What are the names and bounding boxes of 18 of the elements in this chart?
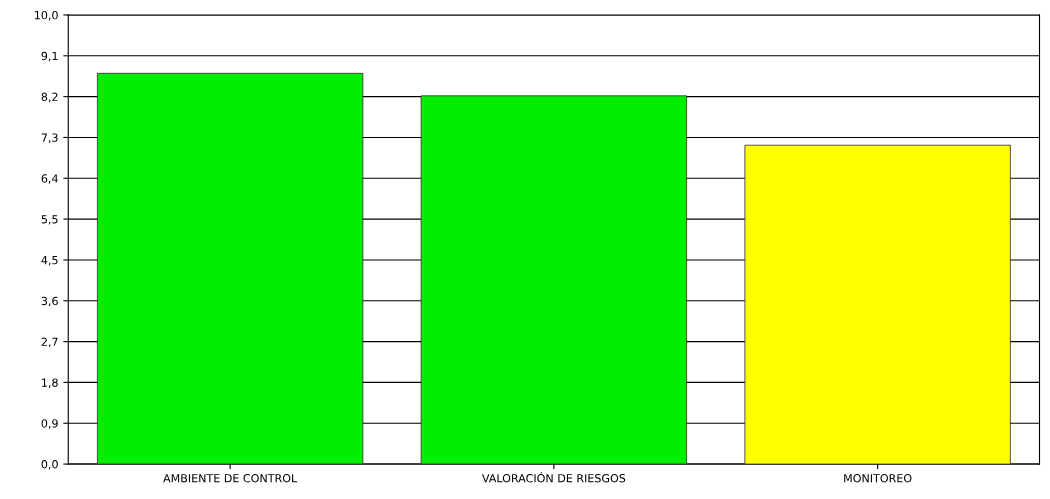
- bar: [744, 144, 1011, 465]
- y-tick-label: 3,6: [41, 296, 58, 307]
- bar: [420, 95, 688, 465]
- y-tick-label: 0,9: [41, 419, 58, 429]
- y-tick-label: 8,2: [41, 92, 58, 103]
- y-tick-label: 0,0: [41, 460, 58, 470]
- y-tick-label: 2,7: [41, 337, 58, 348]
- bar: [96, 72, 364, 465]
- x-tick-label: VALORACIÓN DE RIESGOS: [482, 471, 626, 483]
- y-tick-label: 9,1: [41, 51, 58, 62]
- x-tick-label: MONITOREO: [844, 473, 912, 483]
- y-tick-label: 4,5: [41, 256, 58, 266]
- y-tick-label: 10,0: [35, 10, 58, 21]
- y-tick-label: 6,4: [41, 174, 58, 184]
- y-tick-label: 1,8: [42, 378, 58, 388]
- y-tick-label: 5,5: [41, 215, 58, 225]
- y-tick-label: 7,3: [41, 133, 58, 143]
- x-tick-label: AMBIENTE DE CONTROL: [163, 473, 298, 483]
